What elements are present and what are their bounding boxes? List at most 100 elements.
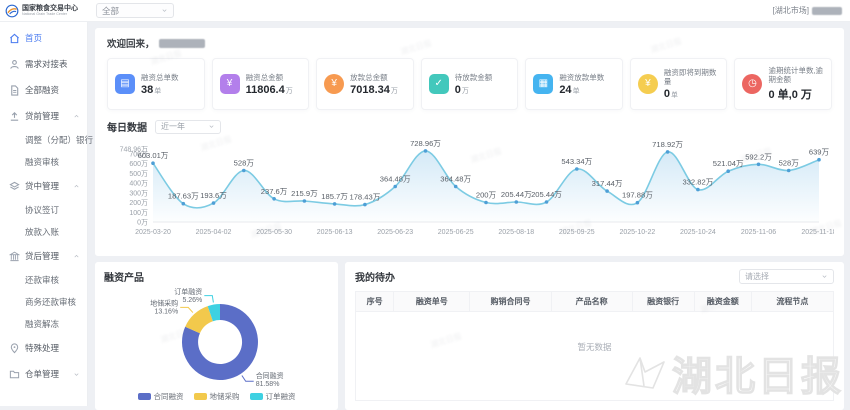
- svg-text:2025-11-06: 2025-11-06: [741, 229, 776, 236]
- market-select-value: 全部: [102, 5, 120, 16]
- chevron-up-icon: [73, 183, 80, 190]
- sidebar-item-label: 融资审核: [25, 157, 60, 167]
- sidebar-item-label: 全部融资: [25, 85, 60, 95]
- stat-card-3: ✓ 待放款金额 0万: [420, 58, 519, 110]
- svg-text:193.6万: 193.6万: [200, 191, 227, 200]
- svg-text:185.7万: 185.7万: [321, 192, 348, 201]
- legend-item[interactable]: 地储采购: [193, 391, 240, 402]
- user-name-redacted[interactable]: [812, 6, 842, 15]
- card-icon: ▦: [533, 74, 554, 94]
- svg-text:2025-09-25: 2025-09-25: [559, 229, 595, 236]
- stat-label: 融资即将到期数量: [663, 68, 717, 86]
- todo-column-header-1: 融资单号: [394, 292, 471, 311]
- svg-text:205.44万: 205.44万: [501, 190, 532, 199]
- legend-label: 地储采购: [209, 392, 240, 401]
- stat-value: 0 单,0 万: [768, 89, 812, 101]
- svg-text:200万: 200万: [129, 199, 148, 207]
- stat-card-5: ¥ 融资即将到期数量 0单: [629, 58, 728, 110]
- svg-text:2025-03-20: 2025-03-20: [135, 229, 171, 236]
- stat-card-1: ¥ 融资总金额 11806.4万: [211, 58, 310, 110]
- sidebar-item-all-financing[interactable]: 全部融资: [0, 77, 87, 103]
- overview-card: 欢迎回来， ▤ 融资总单数 38单 ¥ 融资总金额 11806.4万 ¥ 放款总金额 7018.…: [95, 28, 844, 256]
- todo-filter-placeholder: 请选择: [745, 272, 769, 281]
- sidebar-nav: 首页 需求对接表全部融资贷前管理调整（分配）银行 融资审核贷中管理 协议签订 放款入账贷…: [0, 22, 93, 406]
- svg-text:332.82万: 332.82万: [682, 178, 713, 187]
- svg-text:317.44万: 317.44万: [592, 179, 623, 188]
- stat-card-2: ¥ 放款总金额 7018.34万: [316, 58, 414, 110]
- todo-column-header-3: 产品名称: [552, 292, 633, 311]
- svg-text:13.16%: 13.16%: [154, 308, 178, 315]
- check-doc-icon: ✓: [428, 74, 449, 94]
- legend-item[interactable]: 合同融资: [137, 391, 184, 402]
- market-select[interactable]: 全部: [96, 3, 174, 18]
- top-header: 国家粮食交易中心 National Grain Trade Center 全部 …: [0, 0, 850, 22]
- upload-icon: [9, 111, 20, 122]
- sidebar-item-warehouse-receipt-management[interactable]: 仓单管理: [0, 361, 87, 387]
- sidebar-item-label: 调整（分配）银行: [25, 135, 94, 145]
- donut-legend: 合同融资 地储采购 订单融资: [104, 391, 329, 402]
- my-todo-card: 我的待办 请选择 序号 融资单号 购销合同号 产品名称 融资银行 融资金额 流程节点 暂无数…: [345, 262, 844, 410]
- svg-text:81.58%: 81.58%: [256, 381, 280, 388]
- sidebar-item-post-loan-management[interactable]: 贷后管理: [0, 243, 87, 269]
- date-range-select[interactable]: 近一年: [155, 119, 221, 134]
- sidebar-item-agreement-signing[interactable]: 协议签订: [0, 199, 87, 221]
- sidebar-item-home[interactable]: 首页: [0, 25, 87, 51]
- welcome-bar: 欢迎回来，: [107, 36, 832, 50]
- legend-item[interactable]: 订单融资: [249, 391, 296, 402]
- svg-text:187.63万: 187.63万: [168, 192, 199, 201]
- svg-text:300万: 300万: [129, 189, 148, 197]
- sidebar-item-label: 商务还款审核: [25, 297, 77, 307]
- sidebar-item-label: 还款审核: [25, 275, 60, 285]
- daily-data-title: 每日数据: [107, 123, 147, 134]
- market-tag: [湖北市场]: [772, 6, 809, 15]
- stat-label: 待放款金额: [454, 72, 493, 82]
- pin-icon: [9, 342, 20, 354]
- svg-text:订单融资: 订单融资: [174, 287, 202, 296]
- main-content: 欢迎回来， ▤ 融资总单数 38单 ¥ 融资总金额 11806.4万 ¥ 放款总金额 7018.…: [88, 22, 850, 410]
- svg-text:178.43万: 178.43万: [349, 193, 380, 202]
- stat-unit: 万: [461, 87, 469, 95]
- legend-label: 订单融资: [265, 392, 296, 401]
- svg-text:2025-10-24: 2025-10-24: [680, 229, 716, 236]
- sidebar-item-in-loan-management[interactable]: 贷中管理: [0, 173, 87, 199]
- todo-filter-select[interactable]: 请选择: [739, 269, 834, 284]
- home-icon: [9, 33, 20, 44]
- doc-icon: [9, 84, 20, 96]
- legend-swatch: [137, 393, 151, 400]
- sidebar-item-financing-unfreeze[interactable]: 融资解冻: [0, 313, 87, 335]
- svg-text:0万: 0万: [137, 219, 148, 227]
- svg-text:400万: 400万: [129, 180, 148, 188]
- svg-text:500万: 500万: [129, 170, 148, 178]
- chevron-down-icon: [162, 9, 167, 12]
- stat-card-0: ▤ 融资总单数 38单: [107, 58, 205, 110]
- svg-text:700万: 700万: [129, 150, 148, 158]
- svg-text:528万: 528万: [234, 159, 255, 168]
- svg-text:639万: 639万: [809, 148, 830, 157]
- sidebar-item-demand-docking-table[interactable]: 需求对接表: [0, 51, 87, 77]
- sidebar-item-adjust-allocate-bank[interactable]: 调整（分配）银行: [0, 129, 93, 151]
- sidebar-item-special-handling[interactable]: 特殊处理: [0, 335, 87, 361]
- svg-text:2025-06-13: 2025-06-13: [317, 229, 353, 236]
- sidebar-item-disbursement-entry[interactable]: 放款入账: [0, 221, 87, 243]
- sidebar-item-pre-loan-management[interactable]: 贷前管理: [0, 103, 87, 129]
- svg-text:地储采购: 地储采购: [150, 298, 178, 307]
- folder-icon: ▤: [115, 74, 135, 94]
- empty-state-text: 暂无数据: [577, 342, 612, 353]
- sidebar-item-repayment-review[interactable]: 还款审核: [0, 269, 87, 291]
- sidebar-item-business-repayment-review[interactable]: 商务还款审核: [0, 291, 87, 313]
- todo-table-header: 序号 融资单号 购销合同号 产品名称 融资银行 融资金额 流程节点: [356, 292, 833, 311]
- stat-value: 38单: [141, 83, 162, 96]
- svg-text:197.88万: 197.88万: [622, 191, 653, 200]
- my-todo-title: 我的待办: [355, 273, 395, 284]
- due-coin-icon: ¥: [637, 74, 658, 94]
- sidebar-item-financing-review[interactable]: 融资审核: [0, 151, 87, 173]
- user-icon: [9, 59, 20, 70]
- layers-icon: [9, 181, 20, 192]
- stat-label: 逾期统计单数,逾期金额: [768, 66, 824, 84]
- svg-text:528万: 528万: [779, 159, 800, 168]
- svg-text:合同融资: 合同融资: [256, 371, 284, 380]
- stat-unit: 单: [572, 87, 580, 95]
- sidebar-item-label: 融资解冻: [25, 319, 60, 329]
- sidebar-item-label: 贷后管理: [25, 251, 60, 261]
